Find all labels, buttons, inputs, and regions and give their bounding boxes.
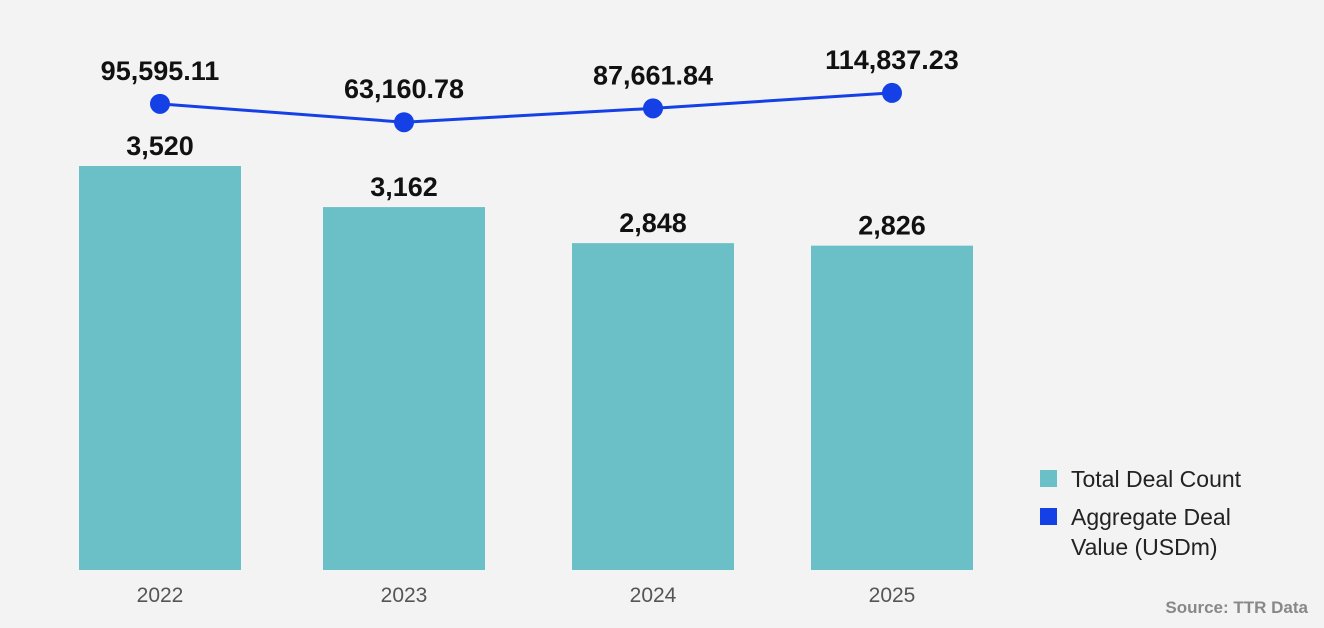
bar-label-2025: 2,826 <box>858 211 926 241</box>
legend: Total Deal Count Aggregate Deal Value (U… <box>1040 464 1310 570</box>
line-point-2024 <box>643 98 663 119</box>
line-label-2025: 114,837.23 <box>825 45 959 75</box>
bar-2025 <box>811 245 973 570</box>
legend-swatch-aggregate-deal-value <box>1040 508 1057 525</box>
bar-label-2024: 2,848 <box>619 208 687 238</box>
legend-item-total-deal-count: Total Deal Count <box>1040 464 1310 494</box>
x-axis-tick-labels: 2022 2023 2024 2025 <box>137 584 916 607</box>
source-note: Source: TTR Data <box>1165 598 1308 617</box>
bar-label-2022: 3,520 <box>126 131 194 161</box>
bar-2023 <box>323 207 485 571</box>
line-series-aggregate-deal-value <box>150 82 902 133</box>
bar-label-2023: 3,162 <box>370 172 438 202</box>
x-tick-2022: 2022 <box>137 584 184 607</box>
line-point-2023 <box>394 112 414 133</box>
line-point-2025 <box>882 82 902 103</box>
legend-item-aggregate-deal-value: Aggregate Deal Value (USDm) <box>1040 502 1310 562</box>
line-path <box>159 91 893 124</box>
line-label-2022: 95,595.11 <box>101 56 220 86</box>
bar-2022 <box>79 166 241 570</box>
line-data-labels: 95,595.11 63,160.78 87,661.84 114,837.23 <box>101 45 959 104</box>
x-tick-2024: 2024 <box>630 584 677 607</box>
legend-label-total-deal-count: Total Deal Count <box>1071 466 1242 492</box>
legend-label-aggregate-deal-value: Aggregate Deal Value (USDm) <box>1071 504 1231 560</box>
x-tick-2023: 2023 <box>381 584 428 607</box>
bar-data-labels: 3,520 3,162 2,848 2,826 <box>126 131 926 241</box>
x-tick-2025: 2025 <box>869 584 916 607</box>
line-label-2024: 87,661.84 <box>593 60 713 90</box>
line-label-2023: 63,160.78 <box>344 74 464 104</box>
legend-swatch-total-deal-count <box>1040 470 1057 487</box>
bar-2024 <box>572 243 734 571</box>
line-point-2022 <box>150 93 170 114</box>
bar-series-total-deal-count <box>79 166 973 571</box>
